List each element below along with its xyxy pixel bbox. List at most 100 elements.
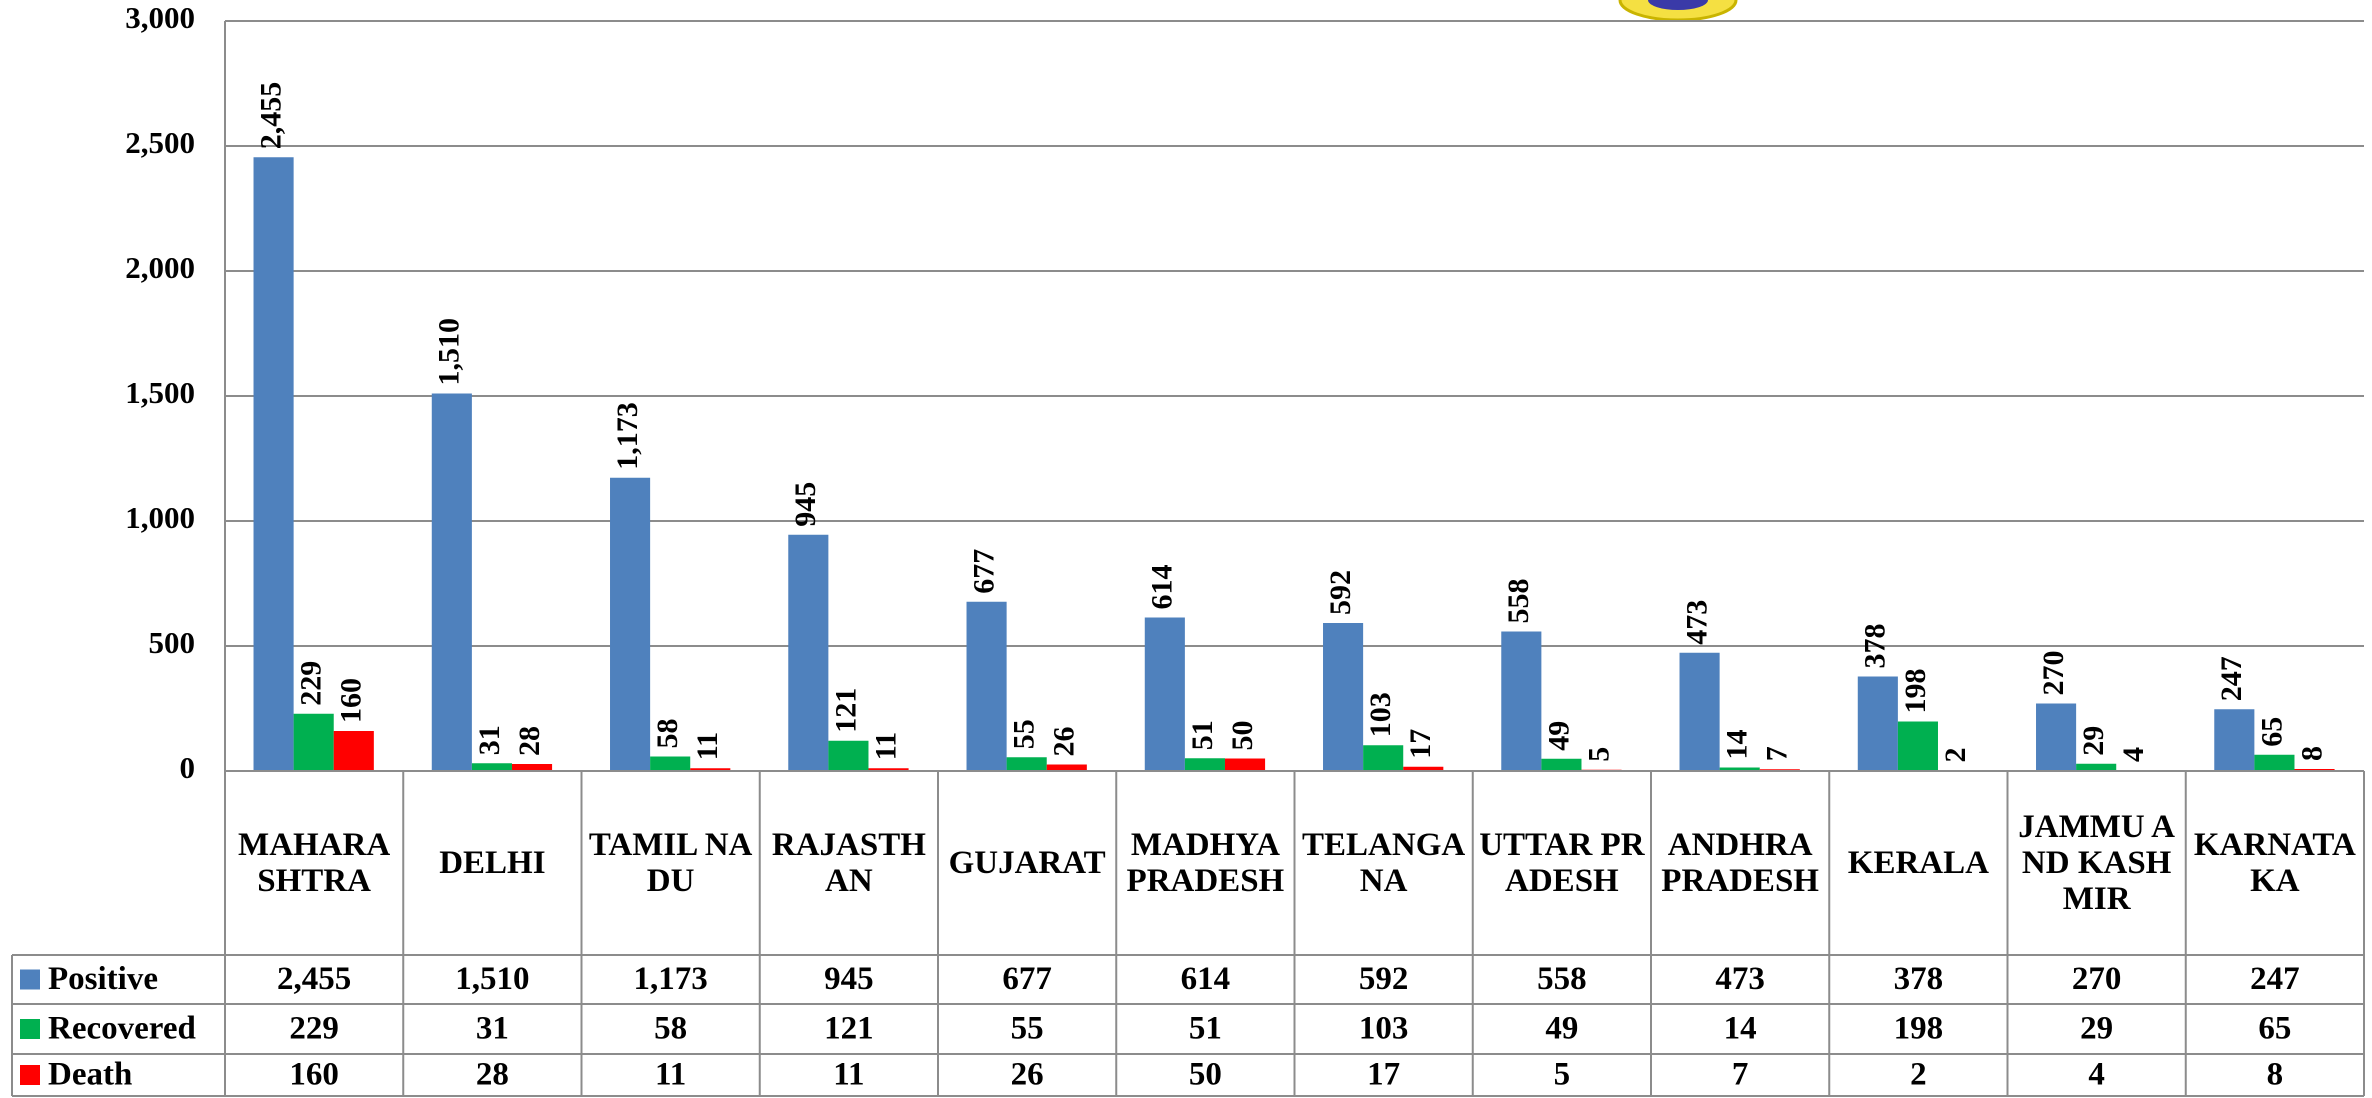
category-label: MAHARASHTRA xyxy=(238,826,391,899)
y-tick-label: 0 xyxy=(180,750,196,785)
bar xyxy=(1184,758,1225,771)
bar xyxy=(1144,617,1185,771)
value-label: 14 xyxy=(1721,730,1754,760)
bar xyxy=(868,768,909,771)
table-value: 28 xyxy=(476,1057,509,1093)
table-value: 55 xyxy=(1011,1011,1044,1047)
table-value: 65 xyxy=(2258,1011,2291,1047)
category-label: RAJASTHAN xyxy=(771,826,926,899)
category-cell: TELANGANA xyxy=(1302,826,1466,899)
table-value: 160 xyxy=(289,1057,339,1093)
bar xyxy=(1501,631,1542,771)
bar xyxy=(293,713,334,771)
value-label: 11 xyxy=(691,732,724,760)
bar xyxy=(1541,758,1582,771)
y-tick-label: 1,000 xyxy=(125,500,195,535)
category-cell: DELHI xyxy=(439,844,546,881)
table-value: 945 xyxy=(824,961,874,997)
bar xyxy=(1679,652,1720,771)
table-value: 677 xyxy=(1002,961,1052,997)
bar xyxy=(2254,754,2295,771)
table-value: 229 xyxy=(289,1011,339,1047)
value-label: 49 xyxy=(1542,721,1575,751)
value-label: 945 xyxy=(789,482,822,527)
table-value: 473 xyxy=(1715,961,1765,997)
table-value: 2,455 xyxy=(277,961,351,997)
bar xyxy=(2036,703,2077,771)
category-cell: GUJARAT xyxy=(948,844,1106,881)
value-label: 28 xyxy=(513,726,546,756)
category-cell: TAMIL NADU xyxy=(588,826,753,899)
table-value: 592 xyxy=(1359,961,1409,997)
bar xyxy=(1046,764,1087,771)
table-value: 2 xyxy=(1910,1057,1927,1093)
table-value: 5 xyxy=(1554,1057,1571,1093)
y-tick-label: 1,500 xyxy=(125,375,195,410)
table-value: 4 xyxy=(2088,1057,2105,1093)
value-label: 229 xyxy=(295,661,328,706)
value-label: 51 xyxy=(1186,720,1219,750)
category-label: KERALA xyxy=(1847,844,1989,881)
table-value: 614 xyxy=(1181,961,1231,997)
value-label: 17 xyxy=(1404,729,1437,759)
category-cell: MADHYA PRADESH xyxy=(1127,827,1285,899)
bar xyxy=(828,740,869,771)
value-label: 473 xyxy=(1680,600,1713,645)
category-label: ANDHRA PRADESH xyxy=(1661,826,1819,899)
category-cell: MAHARASHTRA xyxy=(238,826,391,899)
legend-swatch xyxy=(20,1065,40,1085)
bar xyxy=(2214,709,2255,771)
category-label: TELANGANA xyxy=(1302,826,1466,899)
table-value: 31 xyxy=(476,1011,509,1047)
legend-swatch xyxy=(20,969,40,990)
table-value: 8 xyxy=(2267,1057,2284,1093)
value-label: 198 xyxy=(1899,669,1932,714)
y-tick-label: 3,000 xyxy=(125,0,195,35)
table-value: 49 xyxy=(1545,1011,1578,1047)
value-label: 11 xyxy=(869,732,902,760)
y-tick-label: 500 xyxy=(149,625,196,660)
table-value: 1,510 xyxy=(455,961,529,997)
table-value: 17 xyxy=(1367,1057,1400,1093)
category-cell: ANDHRA PRADESH xyxy=(1661,826,1819,899)
y-tick-label: 2,000 xyxy=(125,250,195,285)
bar xyxy=(1897,721,1938,771)
value-label: 1,510 xyxy=(433,318,466,386)
category-label: GUJARAT xyxy=(948,844,1106,881)
table-value: 58 xyxy=(654,1011,687,1047)
bar xyxy=(650,756,691,771)
value-label: 2,455 xyxy=(254,82,287,150)
category-label: TAMIL NADU xyxy=(588,826,753,899)
bar xyxy=(610,477,651,771)
table-value: 50 xyxy=(1189,1057,1222,1093)
bar xyxy=(1323,623,1364,771)
value-label: 1,173 xyxy=(611,402,644,470)
table-value: 29 xyxy=(2080,1011,2113,1047)
table-value: 26 xyxy=(1011,1057,1044,1093)
bar xyxy=(431,393,472,771)
bar xyxy=(471,763,512,771)
value-label: 26 xyxy=(1048,727,1081,757)
bar xyxy=(1363,745,1404,771)
bar xyxy=(253,157,294,771)
table-value: 198 xyxy=(1894,1011,1944,1047)
value-label: 55 xyxy=(1008,719,1041,749)
value-label: 103 xyxy=(1364,692,1397,737)
table-value: 11 xyxy=(833,1057,864,1093)
bar xyxy=(1857,676,1898,771)
table-value: 247 xyxy=(2250,961,2300,997)
category-cell: JAMMU AND KASHMIR xyxy=(2018,809,2175,918)
category-cell: UTTAR PRADESH xyxy=(1479,827,1644,899)
category-label: KARNATAKA xyxy=(2193,826,2356,899)
logo-inner xyxy=(1648,0,1708,10)
category-label: DELHI xyxy=(439,844,546,881)
table-value: 1,173 xyxy=(634,961,708,997)
value-label: 7 xyxy=(1761,746,1794,761)
table-value: 51 xyxy=(1189,1011,1222,1047)
table-value: 270 xyxy=(2072,961,2122,997)
bar xyxy=(333,731,374,771)
legend-label: Death xyxy=(48,1057,132,1093)
value-label: 8 xyxy=(2295,746,2328,761)
value-label: 270 xyxy=(2037,651,2070,696)
